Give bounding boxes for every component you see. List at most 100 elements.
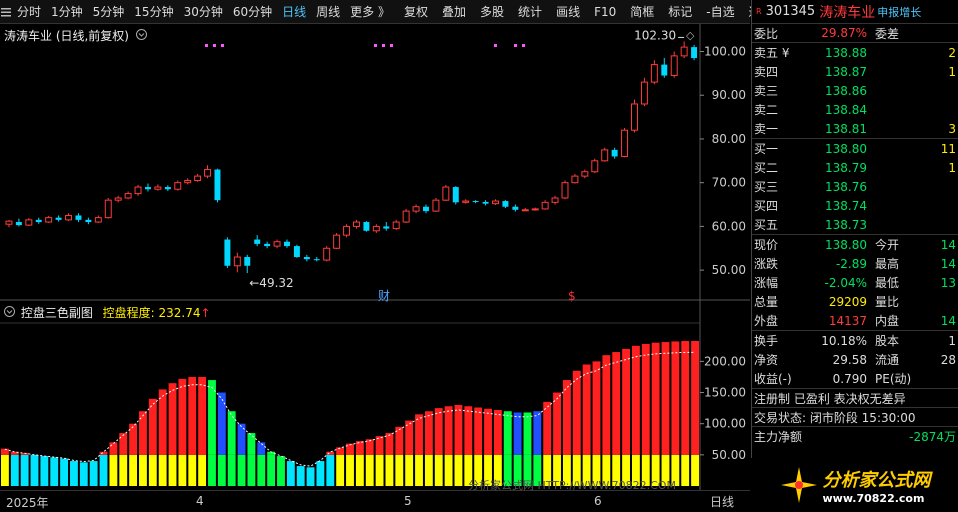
buy-row: 买二 138.79 1: [752, 158, 958, 177]
y-axis-label: 50.00: [712, 263, 746, 277]
chart-area[interactable]: 100.00 90.00 80.00 70.00 60.00 50.00 200.00 150…: [0, 24, 750, 490]
chevron-down-icon[interactable]: [4, 306, 15, 320]
sell-row: 卖三 138.86: [752, 81, 958, 100]
sell-orders: 卖五 ¥138.88 2 卖四 138.87 1 卖三 138.86 卖二 138.84 …: [752, 43, 958, 139]
candle-body: [691, 47, 698, 59]
candle-body: [561, 182, 569, 199]
sub-bar-top: [395, 426, 404, 455]
stat-row: 涨跌 -2.89 最高 14: [752, 254, 958, 273]
sub-bar-bottom: [543, 454, 552, 486]
sub-bar-top: [513, 412, 522, 455]
sub-bar-top: [99, 451, 108, 455]
sub-bar-top: [139, 411, 147, 455]
sub-bar-bottom: [188, 454, 197, 486]
stat-label: 最低: [875, 276, 900, 290]
candle-body: [55, 217, 62, 220]
sub-bar-bottom: [168, 454, 177, 486]
sub-bar-bottom: [641, 454, 650, 486]
sub-bar-bottom: [208, 454, 216, 486]
statistics-button[interactable]: 统计: [518, 4, 543, 19]
sub-bar-bottom: [375, 454, 384, 486]
trade-status: 交易状态: 闭市阶段 15:30:00: [754, 410, 916, 425]
restore-rights-button[interactable]: 复权: [404, 4, 429, 19]
draw-line-button[interactable]: 画线: [556, 4, 581, 19]
sub-bar-top: [592, 361, 601, 455]
sub-bar-top: [326, 451, 335, 455]
tab-weekly[interactable]: 周线: [316, 4, 341, 19]
candle-body: [541, 201, 549, 210]
candle-body: [85, 219, 92, 223]
candle-body: [333, 234, 341, 249]
sub-bar-top: [20, 452, 29, 455]
tab-30min[interactable]: 30分钟: [183, 4, 223, 19]
candle-body: [670, 55, 678, 77]
candle-body: [233, 256, 241, 267]
simple-frame-button[interactable]: 简框: [630, 4, 655, 19]
sub-bar-bottom: [89, 461, 98, 486]
sub-bar-bottom: [681, 454, 690, 486]
candle-body: [402, 210, 410, 223]
sub-bar-top: [671, 341, 680, 455]
buy-label: 买五: [754, 218, 779, 232]
sub-bar-bottom: [346, 454, 354, 486]
tab-60min[interactable]: 60分钟: [232, 4, 273, 19]
tab-daily[interactable]: 日线: [282, 4, 307, 19]
sub-bar-bottom: [553, 454, 561, 486]
multi-stock-button[interactable]: 多股: [480, 4, 505, 19]
buy-label: 买二: [754, 161, 779, 175]
sub-bar-top: [365, 439, 374, 455]
sub-bar-bottom: [198, 454, 207, 486]
overlay-button[interactable]: 叠加: [442, 4, 467, 19]
buy-price: 138.76: [825, 179, 867, 194]
sub-bar-bottom: [237, 454, 246, 486]
stat-label: 现价: [754, 238, 779, 252]
tags-row: 注册制 已盈利 表决权无差异: [752, 389, 958, 408]
stat-value: -2.89: [835, 256, 867, 271]
f10-button[interactable]: F10: [594, 4, 617, 19]
candle-body: [502, 201, 509, 207]
period-indicator: 日线: [710, 495, 735, 509]
sell-volume: 2: [948, 45, 956, 60]
sub-bar-top: [217, 392, 226, 455]
sub-bar-bottom: [572, 454, 581, 486]
candle-body: [432, 199, 440, 212]
candle-body: [680, 46, 688, 57]
candle-body: [323, 247, 331, 261]
mark-button[interactable]: 标记: [668, 4, 693, 19]
sub-bar-bottom: [20, 454, 29, 486]
promo-url: www.70822.com: [822, 491, 925, 505]
sub-bar-bottom: [651, 454, 660, 486]
stock-name[interactable]: 涛涛车业: [819, 4, 876, 21]
tab-15min[interactable]: 15分钟: [134, 4, 174, 19]
buy-price: 138.73: [825, 217, 867, 232]
fund-label: 换手: [754, 334, 779, 348]
sub-bar-top: [237, 423, 246, 455]
sell-label: 卖四: [754, 65, 779, 79]
sub-bar-top: [543, 401, 552, 455]
stock-header: R 301345 涛涛车业 申报增长: [752, 0, 958, 24]
menu-icon[interactable]: [0, 0, 12, 24]
tab-1min[interactable]: 1分钟: [51, 4, 83, 19]
sub-bar-bottom: [484, 454, 492, 486]
fund-value: 0.790: [832, 371, 867, 386]
candle-body: [114, 197, 122, 201]
sub-bar-bottom: [474, 454, 483, 486]
remove-favorite-button[interactable]: -自选: [706, 4, 735, 19]
sub-bar-bottom: [277, 456, 285, 486]
candle-body: [650, 64, 658, 83]
stat-value: 14: [940, 237, 956, 252]
promo-logo: 分析家公式网 www.70822.com: [751, 458, 958, 512]
tab-fenshi[interactable]: 分时: [17, 4, 42, 19]
buy-row: 买四 138.74: [752, 196, 958, 215]
kline-chart-svg[interactable]: 100.00 90.00 80.00 70.00 60.00 50.00 200.00 150…: [0, 24, 750, 490]
tab-5min[interactable]: 5分钟: [92, 4, 125, 19]
sell-volume: 1: [948, 64, 956, 79]
sub-bar-top: [572, 370, 581, 455]
tab-more[interactable]: 更多 》: [350, 4, 390, 19]
fund-row: 换手 10.18% 股本 1: [752, 331, 958, 350]
sub-bar-bottom: [1, 454, 9, 486]
sell-row: 卖一 138.81 3: [752, 119, 958, 138]
chevron-down-icon[interactable]: [135, 29, 147, 43]
sub-bar-bottom: [395, 454, 404, 486]
buy-price: 138.80: [825, 141, 867, 156]
